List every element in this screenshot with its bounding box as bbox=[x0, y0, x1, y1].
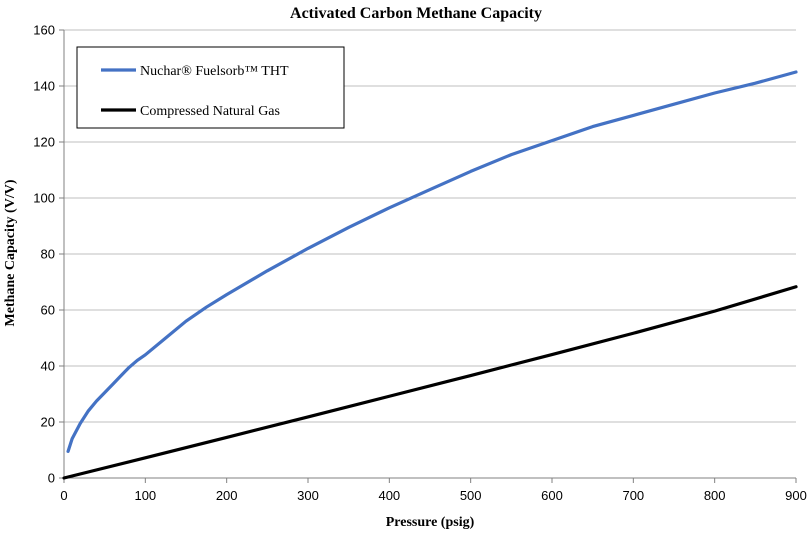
legend-label-cng: Compressed Natural Gas bbox=[140, 104, 280, 119]
series-lines bbox=[62, 70, 798, 480]
series-line-0 bbox=[66, 70, 798, 453]
chart-title: Activated Carbon Methane Capacity bbox=[290, 5, 542, 22]
x-axis-ticks: 0 100 200 300 400 500 600 700 800 900 bbox=[60, 478, 807, 503]
y-tick-label-20: 20 bbox=[41, 415, 55, 430]
y-tick-label-120: 120 bbox=[33, 135, 55, 150]
y-tick-label-160: 160 bbox=[33, 23, 55, 38]
x-tick-label-400: 400 bbox=[378, 488, 400, 503]
legend: Nuchar® Fuelsorb™ THT Compressed Natural… bbox=[76, 46, 345, 129]
y-tick-label-0: 0 bbox=[48, 471, 55, 486]
series-line-1 bbox=[62, 285, 798, 480]
x-tick-label-700: 700 bbox=[622, 488, 644, 503]
x-axis-label: Pressure (psig) bbox=[386, 515, 475, 530]
x-tick-label-500: 500 bbox=[460, 488, 482, 503]
y-axis-label: Methane Capacity (V/V) bbox=[3, 179, 18, 326]
legend-box bbox=[76, 46, 345, 129]
x-tick-label-600: 600 bbox=[541, 488, 563, 503]
x-tick-label-200: 200 bbox=[216, 488, 238, 503]
y-tick-label-140: 140 bbox=[33, 79, 55, 94]
x-tick-label-0: 0 bbox=[60, 488, 67, 503]
y-tick-label-100: 100 bbox=[33, 191, 55, 206]
y-tick-label-40: 40 bbox=[41, 359, 55, 374]
x-tick-label-300: 300 bbox=[297, 488, 319, 503]
y-tick-label-60: 60 bbox=[41, 303, 55, 318]
x-tick-label-800: 800 bbox=[704, 488, 726, 503]
y-tick-label-80: 80 bbox=[41, 247, 55, 262]
x-tick-label-900: 900 bbox=[785, 488, 807, 503]
legend-label-nuchar: Nuchar® Fuelsorb™ THT bbox=[140, 64, 289, 79]
y-axis-ticks: 0 20 40 60 80 100 120 140 160 bbox=[33, 23, 64, 486]
x-tick-label-100: 100 bbox=[134, 488, 156, 503]
